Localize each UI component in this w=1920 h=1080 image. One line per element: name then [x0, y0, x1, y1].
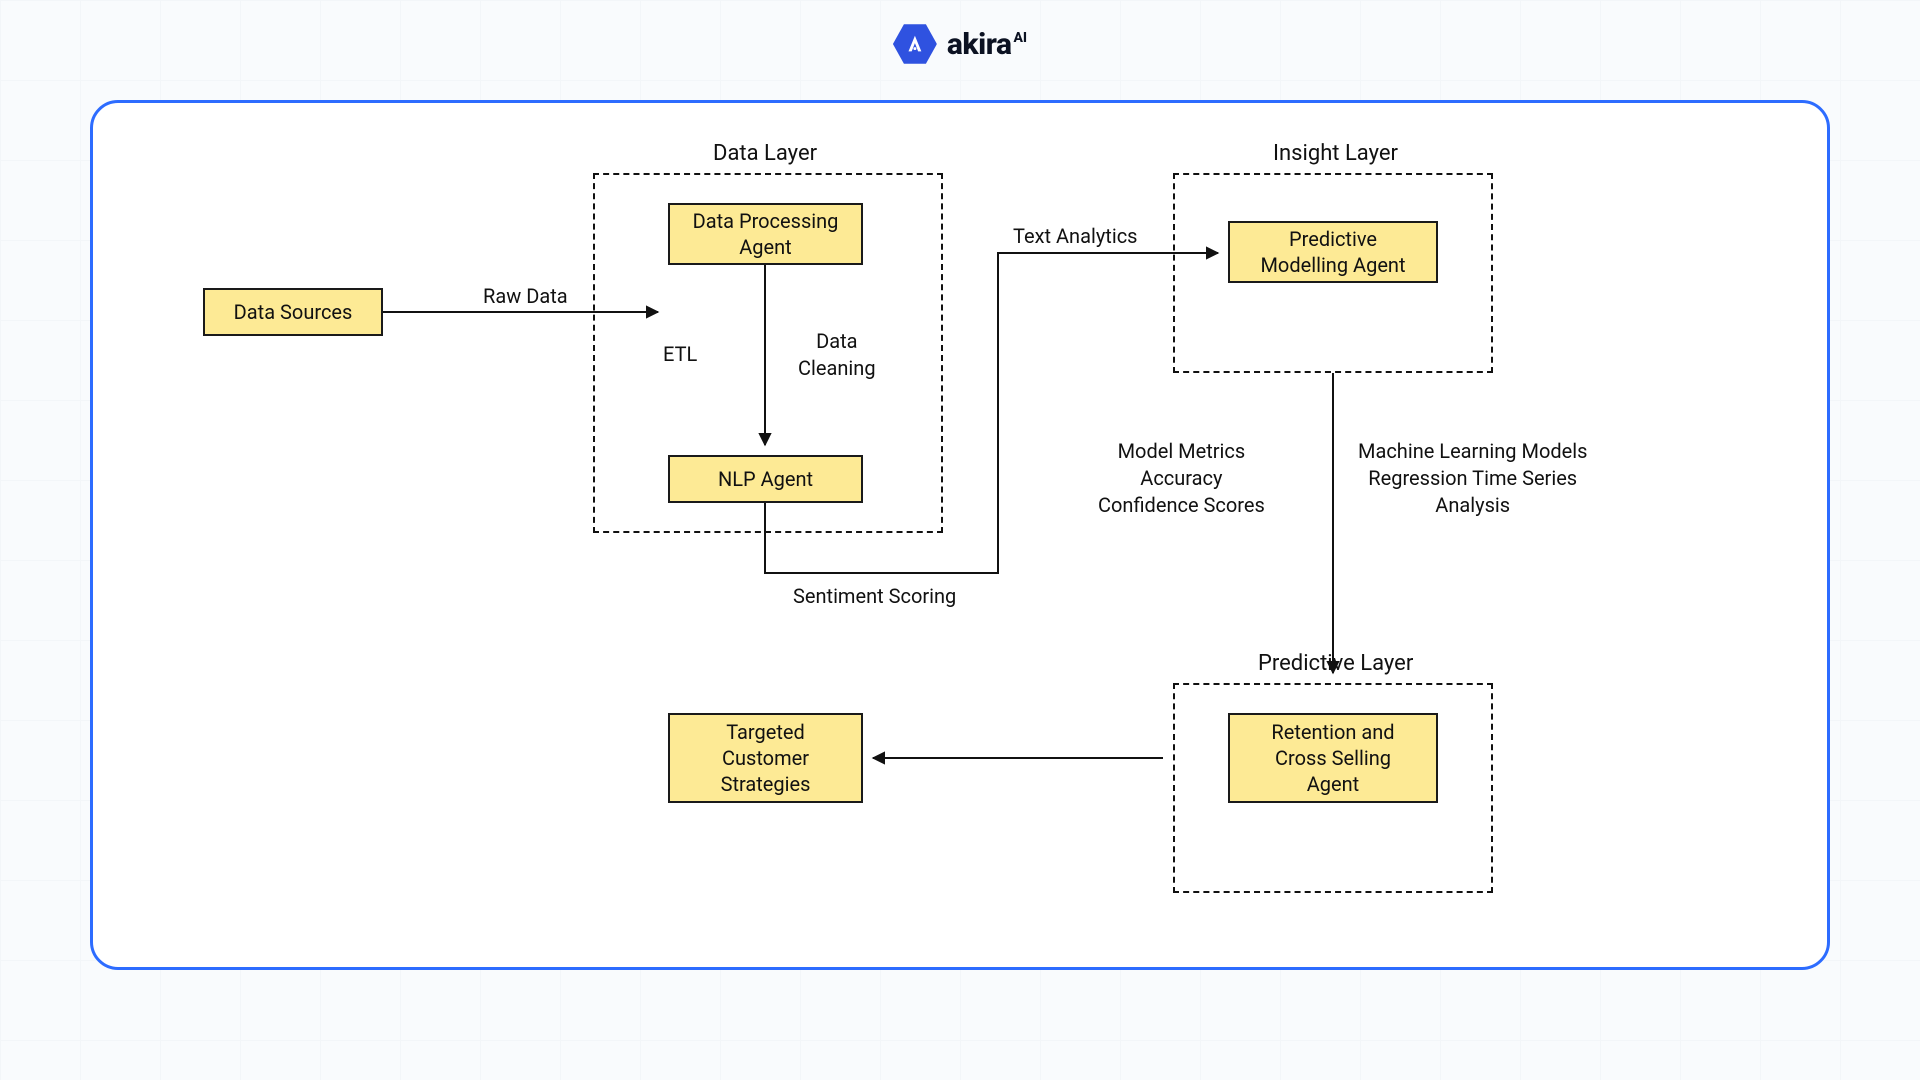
edge-label-e4-left: Model Metrics Accuracy Confidence Scores: [1098, 438, 1265, 519]
node-data-sources: Data Sources: [203, 288, 383, 336]
edge-label-e3-top: Text Analytics: [1013, 223, 1138, 250]
node-predictive-modelling: PredictiveModelling Agent: [1228, 221, 1438, 283]
edges-layer: [93, 103, 1827, 967]
node-nlp-agent: NLP Agent: [668, 455, 863, 503]
group-title-insight-layer: Insight Layer: [1273, 141, 1398, 166]
node-targeted: TargetedCustomerStrategies: [668, 713, 863, 803]
brand-sup: AI: [1013, 30, 1027, 46]
diagram-canvas: Data Layer Insight Layer Predictive Layer D…: [93, 103, 1827, 967]
edge-label-e1: Raw Data: [483, 283, 568, 310]
edge-label-e2-left: ETL: [663, 341, 697, 368]
node-retention: Retention andCross SellingAgent: [1228, 713, 1438, 803]
brand-logo-icon: [893, 22, 937, 66]
group-title-data-layer: Data Layer: [713, 141, 817, 166]
brand-name: akira: [947, 27, 1012, 62]
brand-logo: akiraAI: [893, 22, 1027, 66]
edge-label-e4-right: Machine Learning Models Regression Time …: [1358, 438, 1587, 519]
group-title-predictive-layer: Predictive Layer: [1258, 651, 1413, 676]
node-data-processing: Data ProcessingAgent: [668, 203, 863, 265]
edge-label-e2-right: Data Cleaning: [798, 328, 876, 382]
diagram-frame: Data Layer Insight Layer Predictive Layer D…: [90, 100, 1830, 970]
edge-label-e3-bottom: Sentiment Scoring: [793, 583, 956, 610]
